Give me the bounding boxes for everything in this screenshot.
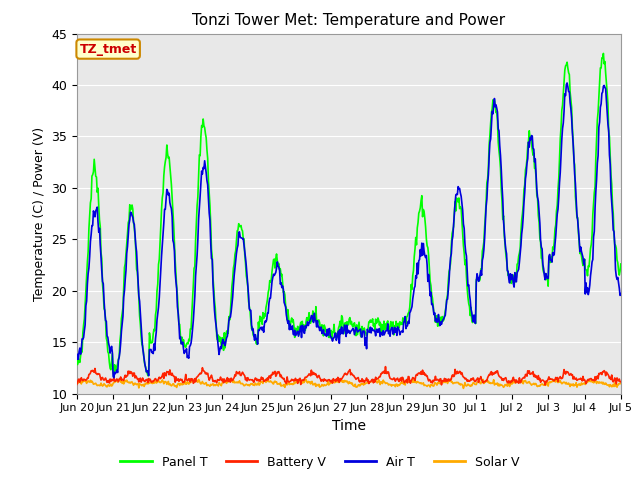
Battery V	[139, 375, 147, 381]
Air T	[617, 291, 625, 297]
Air T	[195, 216, 202, 222]
Solar V	[73, 379, 81, 385]
Solar V	[83, 381, 90, 386]
Panel T	[617, 261, 625, 267]
Solar V	[223, 381, 230, 386]
Line: Air T: Air T	[77, 83, 621, 378]
Panel T	[144, 373, 152, 379]
Air T	[83, 298, 90, 304]
Text: TZ_tmet: TZ_tmet	[79, 43, 137, 56]
Battery V	[194, 373, 202, 379]
Air T	[431, 318, 439, 324]
Battery V	[617, 379, 625, 385]
Battery V	[416, 370, 424, 376]
Air T	[416, 257, 424, 263]
Panel T	[416, 208, 424, 214]
Solar V	[460, 385, 467, 391]
Title: Tonzi Tower Met: Temperature and Power: Tonzi Tower Met: Temperature and Power	[192, 13, 506, 28]
Panel T	[83, 274, 90, 280]
Panel T	[600, 50, 607, 56]
Y-axis label: Temperature (C) / Power (V): Temperature (C) / Power (V)	[33, 127, 45, 300]
Battery V	[431, 373, 439, 379]
Line: Solar V: Solar V	[77, 379, 621, 388]
Panel T	[139, 343, 147, 349]
Solar V	[139, 382, 147, 388]
Air T	[140, 350, 147, 356]
Line: Panel T: Panel T	[77, 53, 621, 376]
Air T	[223, 333, 231, 339]
Panel T	[431, 319, 439, 325]
Air T	[110, 375, 118, 381]
Battery V	[541, 382, 549, 388]
Solar V	[194, 379, 202, 385]
Line: Battery V: Battery V	[77, 367, 621, 385]
Air T	[563, 80, 571, 86]
Battery V	[381, 364, 389, 370]
Solar V	[415, 380, 422, 385]
X-axis label: Time: Time	[332, 419, 366, 433]
Legend: Panel T, Battery V, Air T, Solar V: Panel T, Battery V, Air T, Solar V	[115, 451, 525, 474]
Panel T	[195, 172, 202, 178]
Battery V	[73, 382, 81, 387]
Panel T	[73, 353, 81, 359]
Solar V	[617, 381, 625, 386]
Battery V	[223, 377, 230, 383]
Solar V	[447, 376, 454, 382]
Solar V	[431, 380, 438, 386]
Panel T	[223, 328, 231, 334]
Battery V	[83, 377, 90, 383]
Air T	[73, 356, 81, 362]
